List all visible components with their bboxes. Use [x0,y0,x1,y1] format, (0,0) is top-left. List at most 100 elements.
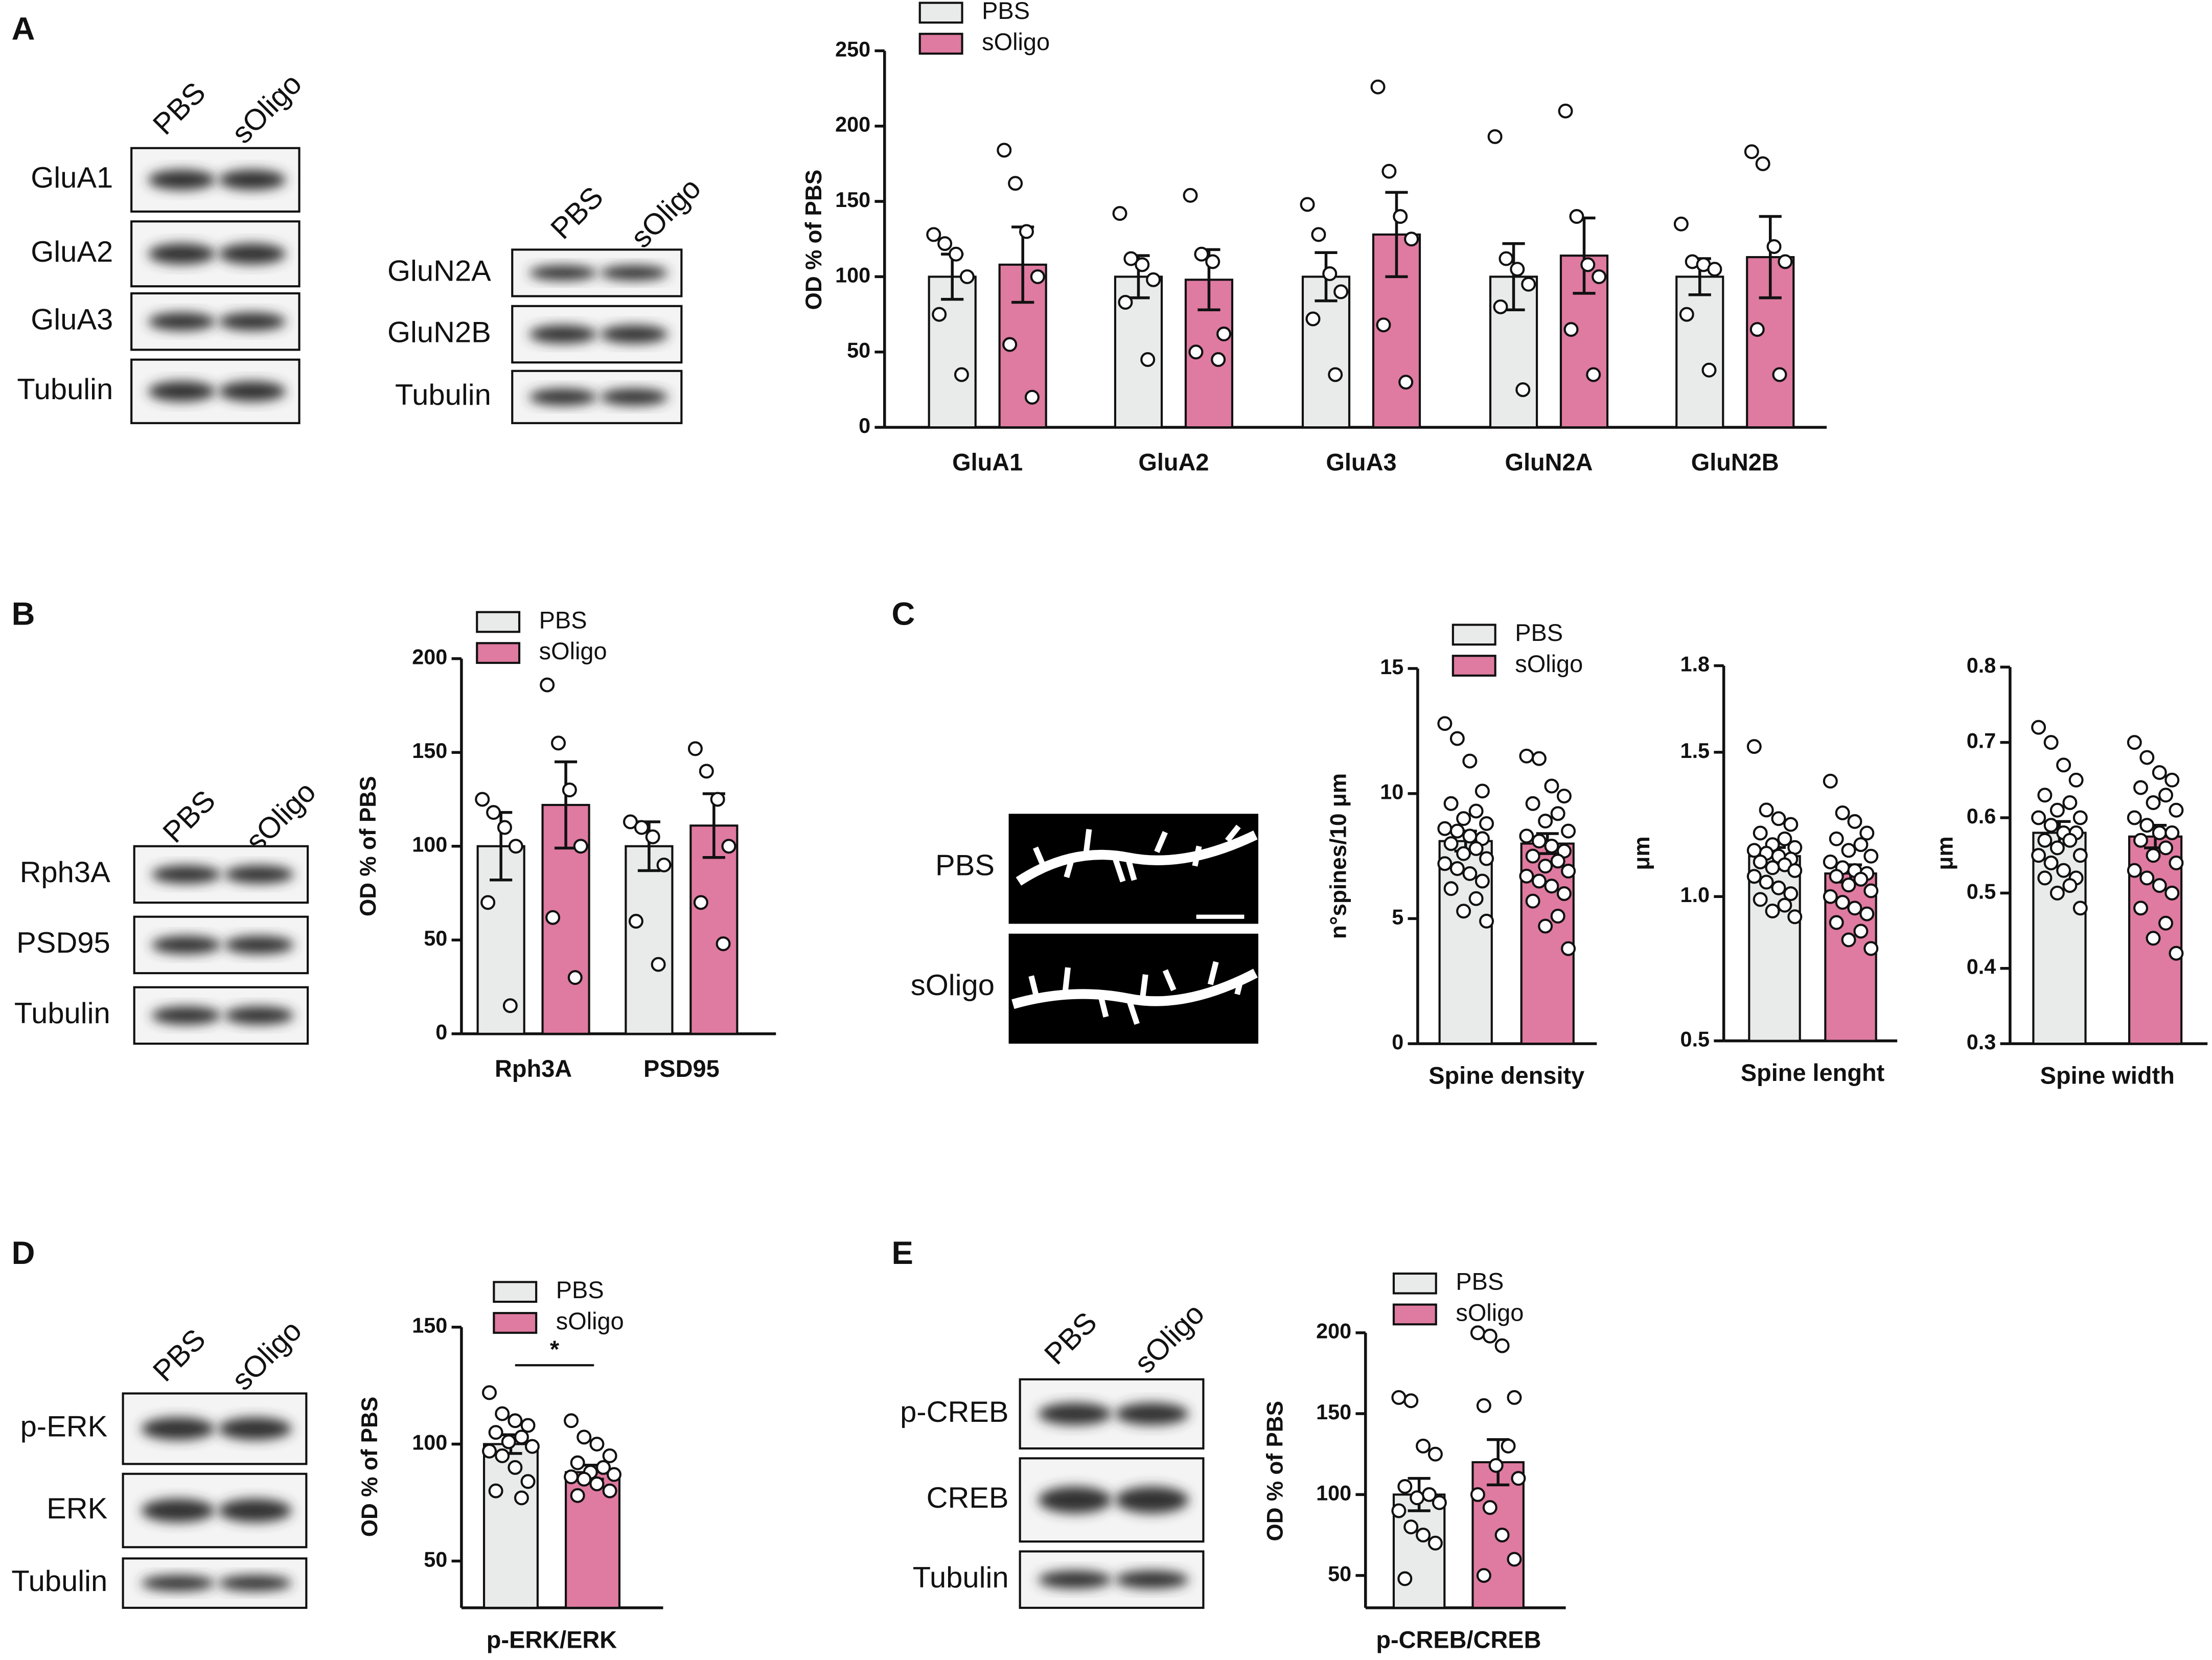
data-point [1673,216,1689,232]
data-point [932,307,947,322]
legend-swatch [476,611,521,633]
legend-swatch [918,33,963,55]
data-point [1544,778,1559,794]
y-tick-label: 50 [1328,1562,1351,1586]
blot-band [529,265,597,281]
blot-band [1115,1486,1189,1513]
data-point [1403,1519,1419,1535]
data-point [2146,795,2161,811]
data-point [1188,344,1204,360]
band-label: Tubulin [17,373,113,406]
data-point [2164,885,2180,901]
data-point [2139,750,2155,765]
y-tick-label: 0.7 [1967,729,1996,753]
y-tick-label: 150 [412,1314,447,1338]
data-point [1404,232,1419,247]
data-point [1140,352,1156,367]
band-label: GluA1 [31,162,113,194]
blot-band [148,169,216,190]
data-point [1443,881,1459,896]
data-point [1449,823,1465,839]
data-point [687,741,703,756]
data-point [1835,805,1850,820]
data-point [1746,739,1762,754]
data-point [1561,823,1576,839]
legend-swatch [493,1312,538,1334]
blot-band [218,169,286,190]
data-point [1531,873,1547,889]
data-point [721,839,736,854]
data-point [1771,880,1786,895]
y-tick-label: 1.8 [1680,652,1710,676]
spines [1028,961,1245,1025]
data-point [1135,257,1150,272]
y-axis-title: μm [1629,836,1654,870]
data-point [1476,1398,1491,1413]
band-label: GluA3 [31,303,113,336]
blot-band [1038,1486,1112,1513]
data-point [1550,854,1565,869]
band-label: p-ERK [20,1411,108,1443]
x-tick-label: GluN2A [1505,449,1593,475]
data-point [1847,901,1862,916]
data-point [475,792,490,807]
data-point [2158,788,2174,803]
data-point [1437,821,1453,836]
data-point [1863,883,1879,898]
data-point [2169,802,2184,818]
data-point [2158,840,2174,856]
data-point [634,820,649,835]
data-point [1777,897,1792,913]
data-point [1437,716,1453,731]
bar [689,824,739,1035]
band-label: Tubulin [395,379,491,411]
bar [1675,275,1724,429]
x-tick-label: GluA2 [1138,449,1209,475]
data-point [2169,855,2184,870]
data-point [1531,751,1547,766]
data-point [1519,828,1534,844]
data-point [1376,317,1391,333]
data-point [1482,1328,1497,1344]
data-point [2031,720,2046,735]
blot-band [529,388,597,406]
data-point [1474,873,1490,889]
band-label: Tubulin [11,1565,107,1598]
data-point [1841,843,1856,858]
band-label: Tubulin [913,1561,1009,1594]
data-point [1510,262,1525,277]
legend-label: sOligo [1456,1299,1524,1326]
data-point [602,1448,617,1463]
x-axis-title: p-CREB/CREB [1376,1627,1541,1653]
data-point [1525,893,1540,909]
data-point [2043,818,2059,833]
data-point [1829,869,1844,884]
y-tick-label: 5 [1392,905,1403,929]
dendrite [1016,830,1258,886]
lane-label: PBS [157,784,222,849]
data-point [1468,841,1484,856]
y-tick-label: 15 [1380,655,1403,679]
data-point [482,1385,497,1400]
data-point [2072,848,2088,863]
data-point [1765,860,1780,875]
data-point [1744,144,1759,159]
data-point [1468,891,1484,906]
y-tick-label: 0 [1392,1030,1403,1054]
data-point [488,1483,503,1498]
panel-letter: C [892,596,915,632]
spines [1032,824,1241,883]
y-axis-title: μm [1932,836,1957,870]
data-point [2049,802,2065,818]
data-point [2127,863,2142,878]
data-point [508,1413,523,1428]
data-point [1493,299,1508,314]
blot-band [218,1498,292,1523]
data-point [1771,811,1786,826]
blot-band [600,265,668,281]
blot-band [148,243,216,265]
x-tick-label: GluA1 [952,449,1023,475]
band-label: Rph3A [20,856,111,889]
data-point [1470,1487,1485,1502]
blot-band [141,1575,215,1592]
